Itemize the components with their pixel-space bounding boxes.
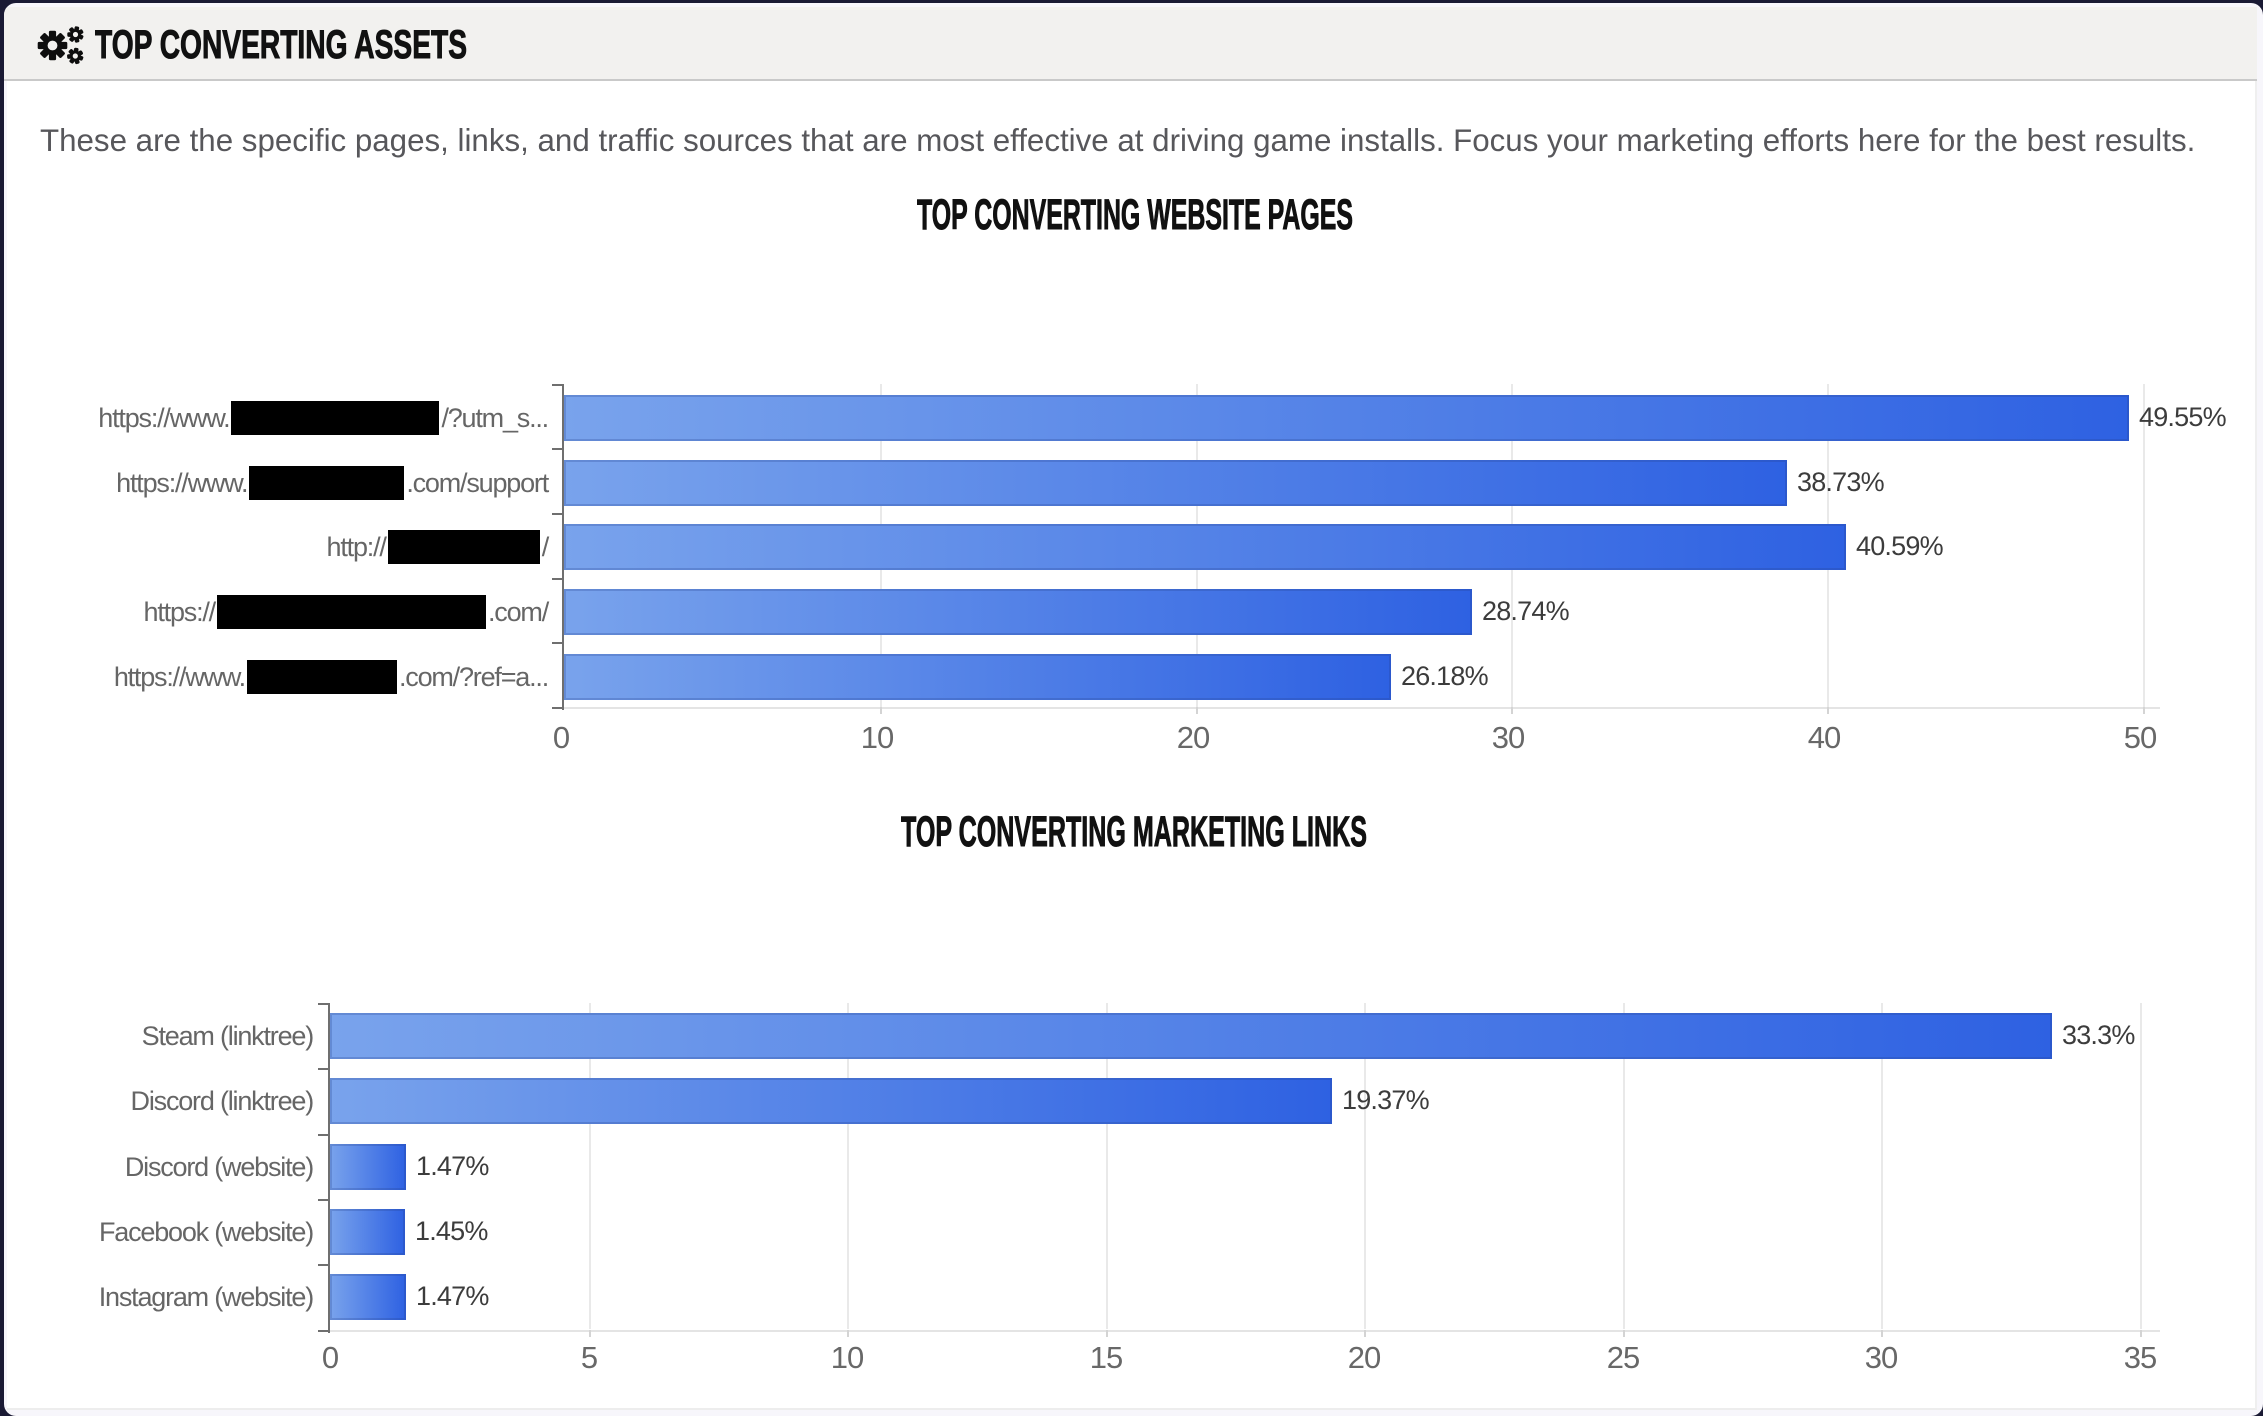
svg-text:TOP CONVERTING WEBSITE PAGES: TOP CONVERTING WEBSITE PAGES — [917, 191, 1353, 239]
svg-text:TOP CONVERTING ASSETS: TOP CONVERTING ASSETS — [95, 23, 467, 67]
svg-text:TOP CONVERTING MARKETING LINKS: TOP CONVERTING MARKETING LINKS — [901, 808, 1367, 856]
